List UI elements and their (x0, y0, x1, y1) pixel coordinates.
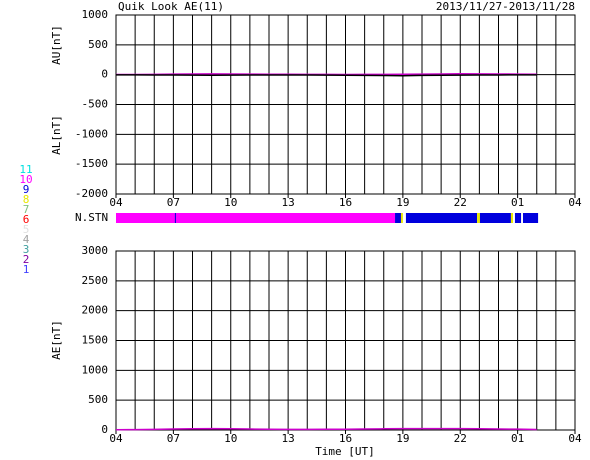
x-tick-label: 19 (396, 432, 409, 445)
data-line (115, 427, 537, 431)
x-tick-label: 01 (511, 432, 524, 445)
y-axis-label: AE[nT] (50, 320, 63, 360)
station-segment (405, 213, 478, 223)
x-tick-label: 19 (396, 196, 409, 209)
y-tick-label: 1000 (82, 363, 109, 376)
x-tick-label: 04 (568, 432, 582, 445)
x-tick-label: 13 (282, 196, 295, 209)
station-segment (479, 213, 511, 223)
chart-subtitle: 2013/11/27-2013/11/28 (436, 0, 575, 13)
station-segment (510, 213, 514, 223)
x-tick-label: 04 (109, 196, 123, 209)
y-axis-label: AL[nT] (50, 115, 63, 155)
y-tick-label: 1000 (82, 8, 109, 21)
y-tick-label: 0 (101, 68, 108, 81)
x-tick-label: 01 (511, 196, 524, 209)
station-legend-number: 3 (23, 243, 30, 256)
station-segment (116, 213, 396, 223)
y-tick-label: 2000 (82, 304, 109, 317)
y-tick-label: 500 (88, 38, 108, 51)
y-tick-label: 1500 (82, 334, 109, 347)
x-tick-label: 16 (339, 196, 352, 209)
x-tick-label: 22 (454, 432, 467, 445)
x-axis-label: Time [UT] (315, 445, 375, 458)
y-tick-label: 2500 (82, 274, 109, 287)
station-legend-number: 7 (23, 203, 30, 216)
y-tick-label: 3000 (82, 244, 109, 257)
station-legend-number: 6 (23, 213, 30, 226)
station-segment (395, 213, 401, 223)
y-tick-label: -2000 (75, 187, 108, 200)
x-tick-label: 16 (339, 432, 352, 445)
x-tick-label: 07 (167, 432, 180, 445)
station-legend-number: 2 (23, 253, 30, 266)
y-tick-label: 0 (101, 423, 108, 436)
station-legend-number: 1 (23, 263, 30, 276)
x-tick-label: 04 (109, 432, 123, 445)
x-tick-label: 04 (568, 196, 582, 209)
station-legend-number: 9 (23, 183, 30, 196)
x-tick-label: 10 (224, 432, 237, 445)
station-legend-number: 10 (19, 173, 32, 186)
x-tick-label: 10 (224, 196, 237, 209)
y-tick-label: -1000 (75, 127, 108, 140)
x-tick-label: 22 (454, 196, 467, 209)
station-legend-number: 5 (23, 223, 30, 236)
station-legend-number: 11 (19, 163, 32, 176)
station-bar-label: N.STN (75, 211, 108, 224)
station-segment (477, 213, 480, 223)
station-legend-number: 8 (23, 193, 30, 206)
y-tick-label: -500 (82, 98, 109, 111)
x-tick-label: 13 (282, 432, 295, 445)
y-tick-label: -1500 (75, 157, 108, 170)
x-tick-label: 07 (167, 196, 180, 209)
station-legend-number: 4 (23, 233, 30, 246)
y-tick-label: 500 (88, 393, 108, 406)
station-segment (174, 213, 176, 223)
chart-title: Quik Look AE(11) (118, 0, 224, 13)
station-segment (400, 213, 403, 223)
station-segment (514, 213, 522, 223)
y-axis-label: AU[nT] (50, 25, 63, 65)
data-line (115, 74, 537, 77)
station-segment (522, 213, 539, 223)
